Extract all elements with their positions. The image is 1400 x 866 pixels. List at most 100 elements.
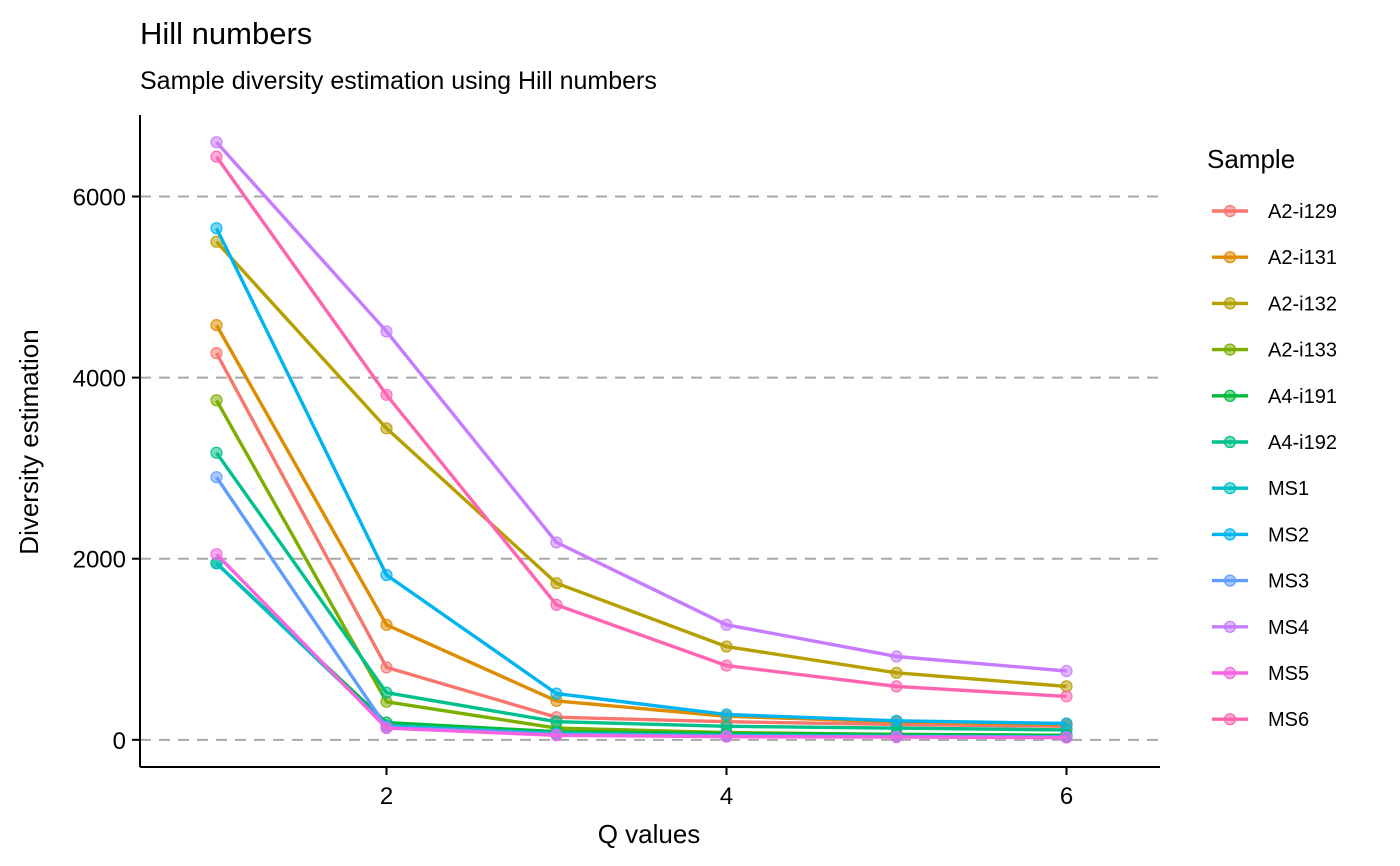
legend-key-point — [1223, 574, 1237, 587]
chart-subtitle: Sample diversity estimation using Hill n… — [140, 67, 657, 95]
series-layer — [210, 136, 1073, 744]
legend-item-a2-i133: A2-i133 — [1212, 340, 1337, 362]
data-point-ms5 — [550, 729, 563, 742]
legend-label: MS2 — [1268, 524, 1309, 546]
data-point-ms2 — [380, 568, 393, 582]
data-point-ms5 — [720, 730, 733, 743]
legend-label: A4-i191 — [1268, 386, 1337, 408]
legend-item-ms4: MS4 — [1212, 617, 1309, 639]
series-line-ms3 — [215, 476, 1067, 739]
legend-key-point — [1223, 204, 1237, 218]
legend-key-point — [1223, 389, 1237, 402]
data-point-a2-i132 — [1060, 680, 1073, 693]
legend-item-ms6: MS6 — [1212, 709, 1309, 731]
legend-label: MS4 — [1268, 617, 1309, 639]
legend-label: A2-i133 — [1268, 340, 1337, 362]
data-point-ms5 — [890, 731, 903, 744]
series-line-ms4 — [215, 141, 1067, 673]
legend-label: MS5 — [1268, 663, 1309, 685]
data-point-a2-i129 — [210, 347, 223, 360]
data-point-ms2 — [1060, 717, 1073, 730]
series-line-ms2 — [214, 227, 1067, 726]
data-point-a2-i131 — [210, 318, 223, 332]
legend-label: A4-i192 — [1268, 432, 1337, 454]
legend-item-ms2: MS2 — [1212, 524, 1309, 546]
data-point-ms6 — [380, 388, 393, 401]
data-point-ms4 — [380, 325, 393, 338]
legend-label: MS6 — [1268, 709, 1309, 731]
y-tick-label: 2000 — [73, 547, 126, 574]
data-point-ms5 — [210, 548, 223, 561]
data-point-ms6 — [720, 659, 733, 672]
series-ms4 — [210, 136, 1073, 678]
data-point-ms6 — [1060, 690, 1073, 703]
data-point-ms4 — [1060, 664, 1073, 678]
data-point-a2-i131 — [380, 618, 393, 631]
x-axis-title: Q values — [598, 819, 701, 849]
legend-key-point — [1223, 528, 1237, 541]
legend-item-ms1: MS1 — [1212, 478, 1309, 500]
data-point-ms4 — [550, 536, 563, 549]
data-point-ms2 — [720, 708, 733, 721]
legend-key-point — [1223, 297, 1237, 310]
data-point-a2-i132 — [890, 666, 903, 679]
legend-item-a2-i131: A2-i131 — [1212, 247, 1337, 269]
legend-label: MS3 — [1268, 571, 1309, 593]
y-tick-label: 6000 — [73, 185, 126, 212]
y-tick-label: 4000 — [73, 366, 126, 393]
legend-item-ms3: MS3 — [1212, 571, 1309, 593]
chart-title: Hill numbers — [140, 16, 312, 51]
data-point-a2-i132 — [380, 422, 393, 435]
data-point-ms4 — [720, 618, 733, 631]
series-a4-i192 — [210, 446, 1073, 736]
legend-item-ms5: MS5 — [1212, 663, 1309, 685]
series-a2-i131 — [210, 318, 1073, 731]
legend-label: A2-i129 — [1268, 201, 1337, 223]
legend-title: Sample — [1207, 144, 1295, 174]
data-point-ms6 — [890, 680, 903, 693]
data-point-ms2 — [550, 687, 563, 700]
legend-item-a4-i191: A4-i191 — [1212, 386, 1337, 408]
data-point-a4-i192 — [380, 686, 393, 699]
legend-label: MS1 — [1268, 478, 1309, 500]
x-tick-label: 2 — [380, 783, 393, 810]
data-point-ms4 — [210, 136, 223, 149]
data-point-a4-i192 — [210, 446, 223, 459]
data-point-ms2 — [210, 222, 223, 235]
legend: Sample A2-i129 A2-i131 A2-i132 A2-i133 A4-i1… — [1207, 144, 1337, 731]
series-ms6 — [210, 150, 1073, 703]
data-point-ms4 — [890, 650, 903, 663]
series-line-a2-i132 — [215, 240, 1067, 689]
series-line-ms5 — [215, 553, 1067, 740]
legend-key-point — [1223, 620, 1237, 633]
legend-key-point — [1223, 666, 1237, 680]
y-axis-title: Diversity estimation — [14, 329, 44, 554]
x-tick-label: 6 — [1060, 783, 1073, 810]
legend-item-a2-i129: A2-i129 — [1212, 201, 1337, 223]
data-point-a2-i132 — [720, 640, 733, 653]
series-line-a4-i192 — [215, 451, 1067, 732]
data-point-a2-i129 — [380, 661, 393, 674]
data-point-ms6 — [210, 150, 223, 163]
y-tick-label: 0 — [113, 728, 126, 755]
legend-key-point — [1223, 343, 1237, 356]
legend-key-point — [1223, 713, 1237, 726]
data-point-ms5 — [380, 721, 393, 735]
legend-items: A2-i129 A2-i131 A2-i132 A2-i133 A4-i191 A4-i1… — [1212, 201, 1337, 731]
legend-item-a2-i132: A2-i132 — [1212, 293, 1337, 315]
data-point-a2-i132 — [550, 577, 563, 590]
data-point-a2-i133 — [210, 394, 223, 407]
series-line-ms6 — [215, 155, 1067, 699]
series-ms5 — [210, 548, 1073, 744]
data-point-ms6 — [550, 598, 563, 612]
series-ms3 — [210, 471, 1073, 744]
data-point-ms5 — [1060, 731, 1073, 744]
axes: 0 2000 4000 6000 2 4 6 — [73, 115, 1160, 810]
data-point-ms3 — [210, 471, 223, 484]
legend-key-point — [1223, 435, 1237, 449]
legend-item-a4-i192: A4-i192 — [1212, 432, 1337, 454]
series-line-a2-i129 — [215, 352, 1067, 728]
legend-label: A2-i132 — [1268, 293, 1337, 315]
